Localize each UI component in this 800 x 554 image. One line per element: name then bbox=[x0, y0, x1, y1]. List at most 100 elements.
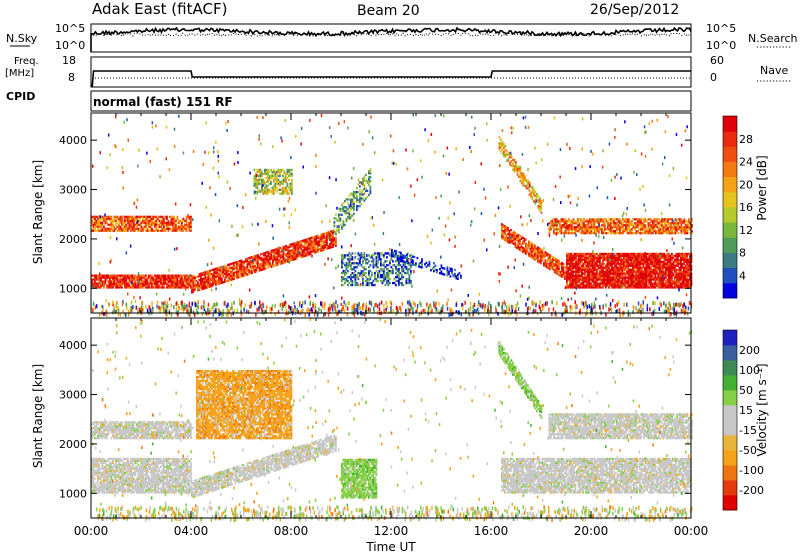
data-cell bbox=[398, 274, 400, 277]
data-cell bbox=[356, 262, 358, 265]
data-cell bbox=[652, 228, 654, 231]
data-cell bbox=[253, 168, 256, 172]
data-cell bbox=[314, 249, 316, 252]
data-cell bbox=[427, 264, 429, 267]
data-cell bbox=[578, 226, 581, 229]
data-cell bbox=[517, 235, 520, 239]
data-cell bbox=[649, 218, 651, 221]
data-cell bbox=[121, 286, 123, 289]
data-cell bbox=[647, 260, 649, 263]
data-cell bbox=[391, 250, 393, 254]
data-cell bbox=[210, 273, 213, 276]
data-cell bbox=[401, 283, 403, 287]
data-cell bbox=[275, 260, 277, 263]
data-cell bbox=[605, 286, 607, 289]
data-cell bbox=[555, 263, 557, 267]
data-cell bbox=[95, 215, 98, 218]
data-cell bbox=[647, 258, 649, 261]
data-cell bbox=[233, 261, 235, 265]
data-cell bbox=[522, 240, 524, 243]
data-cell bbox=[642, 252, 645, 256]
data-cell bbox=[565, 222, 567, 225]
data-cell bbox=[215, 277, 217, 280]
data-cell bbox=[647, 262, 649, 265]
data-cell bbox=[680, 224, 683, 227]
data-cell bbox=[598, 226, 600, 229]
data-cell bbox=[602, 270, 604, 273]
data-cell bbox=[686, 268, 688, 271]
data-cell bbox=[581, 278, 583, 281]
data-cell bbox=[505, 230, 508, 233]
data-cell bbox=[282, 247, 285, 251]
data-cell bbox=[660, 272, 663, 275]
data-cell bbox=[639, 262, 642, 265]
data-cell bbox=[424, 263, 426, 266]
data-cell bbox=[291, 254, 294, 258]
data-cell bbox=[377, 262, 379, 265]
data-cell bbox=[580, 226, 582, 229]
data-cell bbox=[109, 217, 111, 220]
data-cell bbox=[520, 235, 523, 238]
data-cell bbox=[140, 225, 143, 228]
data-cell bbox=[531, 190, 534, 193]
data-cell bbox=[366, 283, 369, 287]
data-cell bbox=[523, 251, 526, 254]
data-cell bbox=[258, 188, 260, 191]
data-cell bbox=[591, 286, 594, 289]
data-cell bbox=[213, 282, 216, 285]
data-cell bbox=[222, 269, 225, 272]
data-cell bbox=[548, 226, 551, 229]
data-cell bbox=[674, 286, 676, 289]
data-cell bbox=[625, 220, 627, 223]
data-cell bbox=[407, 252, 409, 255]
data-cell bbox=[133, 217, 135, 220]
data-cell bbox=[348, 210, 351, 213]
data-cell bbox=[532, 253, 535, 256]
data-cell bbox=[650, 278, 652, 281]
data-cell bbox=[166, 221, 168, 224]
data-cell bbox=[594, 282, 597, 285]
data-cell bbox=[261, 178, 263, 181]
data-cell bbox=[264, 168, 266, 172]
data-cell bbox=[327, 235, 330, 238]
data-cell bbox=[514, 241, 517, 244]
data-cell bbox=[565, 226, 567, 229]
data-cell bbox=[112, 225, 114, 228]
data-cell bbox=[100, 229, 102, 232]
data-cell bbox=[687, 282, 690, 285]
data-cell bbox=[660, 256, 663, 259]
data-cell bbox=[314, 243, 316, 246]
data-cell bbox=[593, 278, 595, 281]
data-cell bbox=[350, 208, 352, 211]
data-cell bbox=[610, 222, 612, 225]
data-cell bbox=[410, 258, 413, 262]
data-cell bbox=[678, 254, 681, 257]
data-cell bbox=[502, 237, 505, 241]
data-cell bbox=[269, 260, 271, 263]
data-cell bbox=[125, 284, 128, 287]
data-cell bbox=[446, 268, 449, 271]
data-cell bbox=[136, 225, 138, 228]
data-cell bbox=[662, 274, 664, 277]
data-cell bbox=[515, 163, 517, 166]
data-cell bbox=[169, 227, 171, 230]
data-cell bbox=[684, 270, 687, 273]
data-cell bbox=[629, 232, 632, 235]
data-cell bbox=[641, 254, 643, 257]
data-cell bbox=[595, 228, 597, 231]
data-cell bbox=[602, 220, 605, 223]
data-cell bbox=[215, 279, 217, 282]
data-cell bbox=[691, 232, 693, 235]
data-cell bbox=[600, 252, 603, 256]
data-cell bbox=[606, 270, 609, 273]
data-cell bbox=[615, 252, 618, 256]
data-cell bbox=[378, 256, 381, 259]
data-cell bbox=[531, 252, 533, 255]
data-cell bbox=[255, 268, 258, 271]
data-cell bbox=[582, 280, 585, 283]
data-cell bbox=[572, 260, 574, 263]
freq-label: Freq. bbox=[14, 56, 39, 67]
data-cell bbox=[681, 262, 684, 265]
data-cell bbox=[583, 228, 585, 231]
data-cell bbox=[230, 278, 232, 281]
